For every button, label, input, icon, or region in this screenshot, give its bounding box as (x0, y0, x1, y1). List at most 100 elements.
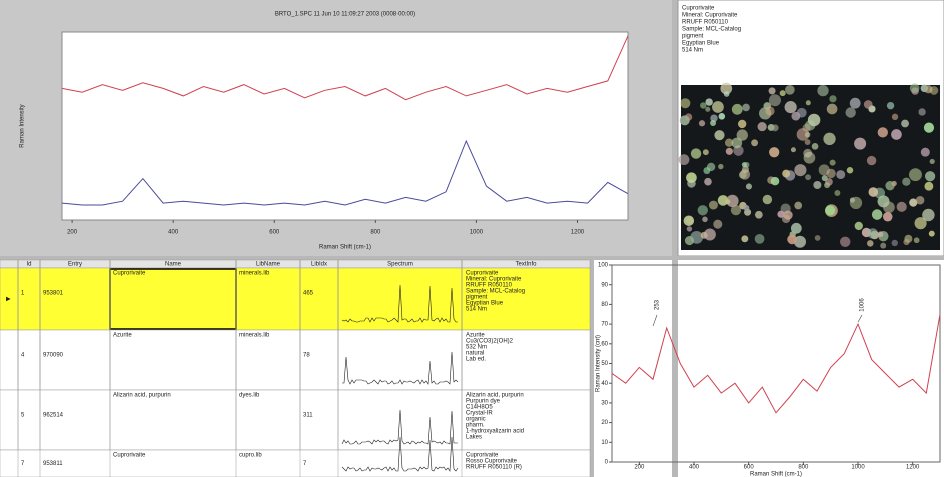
spot (746, 183, 752, 189)
spot (699, 120, 705, 126)
peak-label: 253 (655, 299, 661, 310)
spot (836, 170, 845, 179)
spot (892, 181, 897, 186)
spot (765, 106, 774, 115)
spot (806, 100, 811, 105)
y-tick-label: 10 (601, 440, 608, 446)
spot (916, 196, 925, 205)
spot (808, 114, 820, 126)
cell-text: Cuprorivaite (113, 271, 146, 277)
plot-area (62, 32, 628, 220)
spot (712, 101, 724, 113)
spot (705, 98, 712, 105)
info-line: Cuprorivaite (682, 6, 715, 12)
spot (830, 160, 836, 166)
spot (840, 237, 850, 247)
spot (787, 235, 797, 245)
spot (883, 212, 892, 221)
spot (805, 132, 811, 138)
x-tick-label: 600 (269, 230, 280, 236)
spot (869, 187, 879, 197)
spot (827, 104, 838, 115)
spot (726, 148, 733, 155)
spot (868, 228, 879, 239)
x-tick-label: 1200 (571, 230, 585, 236)
table-row[interactable] (0, 390, 590, 450)
x-tick-label: 200 (67, 230, 78, 236)
spot (704, 228, 716, 240)
spot (732, 138, 743, 149)
cell-text: 78 (303, 353, 310, 359)
y-tick-label: 70 (601, 322, 608, 328)
spot (891, 129, 902, 140)
spot (680, 115, 690, 125)
spot (751, 139, 758, 146)
info-line: RRUFF R050110 (682, 20, 729, 26)
spot (758, 122, 767, 131)
y-tick-label: 20 (601, 420, 608, 426)
peak-leader (858, 315, 862, 322)
spot (772, 124, 779, 131)
spot (763, 195, 772, 204)
x-tick-label: 1200 (906, 465, 920, 471)
x-tick-label: 400 (168, 230, 179, 236)
spot (909, 168, 922, 181)
splitter (590, 260, 594, 477)
cell-text: dyes.lib (239, 393, 260, 399)
spot (878, 231, 884, 237)
x-tick-label: 800 (798, 465, 809, 471)
spot (719, 113, 726, 120)
spot (803, 149, 812, 158)
spot (709, 201, 718, 210)
spot (872, 209, 883, 220)
spot (878, 127, 888, 137)
spot (700, 102, 706, 108)
spot (741, 235, 748, 242)
spot (785, 85, 795, 95)
cell-text: 465 (303, 291, 314, 297)
spot (713, 220, 722, 229)
spot (684, 215, 694, 225)
y-tick-label: 80 (601, 302, 608, 308)
spot (930, 159, 935, 164)
spot (892, 114, 898, 120)
app-window: IdEntryNameLibNameLibIdxSpectrumTextInfo… (0, 0, 944, 477)
spot (850, 197, 862, 209)
spectrum-line (612, 314, 940, 413)
y-tick-label: 40 (601, 381, 608, 387)
spot (834, 190, 840, 196)
spot (864, 100, 873, 109)
spot (921, 148, 930, 157)
spot (685, 236, 694, 245)
spot (817, 85, 828, 96)
y-axis-title: Raman Intensity (20, 104, 26, 147)
spot (918, 108, 925, 115)
spot (847, 167, 853, 173)
spot (825, 205, 835, 215)
spot (686, 172, 697, 183)
cell-text: 970090 (43, 353, 64, 359)
cell-text: Cuprorivaite (113, 453, 146, 459)
column-header: LibName (256, 262, 281, 268)
spot (925, 171, 935, 181)
spot (714, 130, 724, 140)
spot (797, 108, 807, 118)
cell-text: 953811 (43, 461, 63, 467)
peak-leader (653, 315, 657, 326)
chart-title: BRTO_1.SPC 11 Jun 10 11:09:27 2003 (0008… (275, 12, 415, 18)
spot (769, 87, 776, 94)
text-info-line: RRUFF R050110 (R) (466, 465, 522, 471)
spot (880, 243, 886, 249)
spot (815, 235, 821, 241)
splitter (0, 256, 944, 260)
spot (720, 83, 732, 95)
match-plot-frame (612, 265, 940, 462)
spot (725, 199, 730, 204)
spot (742, 104, 750, 112)
spot (755, 234, 765, 244)
spot (812, 143, 819, 150)
spot (738, 120, 746, 128)
text-info-line: 514 Nm (466, 307, 487, 313)
x-tick-label: 1000 (470, 230, 484, 236)
